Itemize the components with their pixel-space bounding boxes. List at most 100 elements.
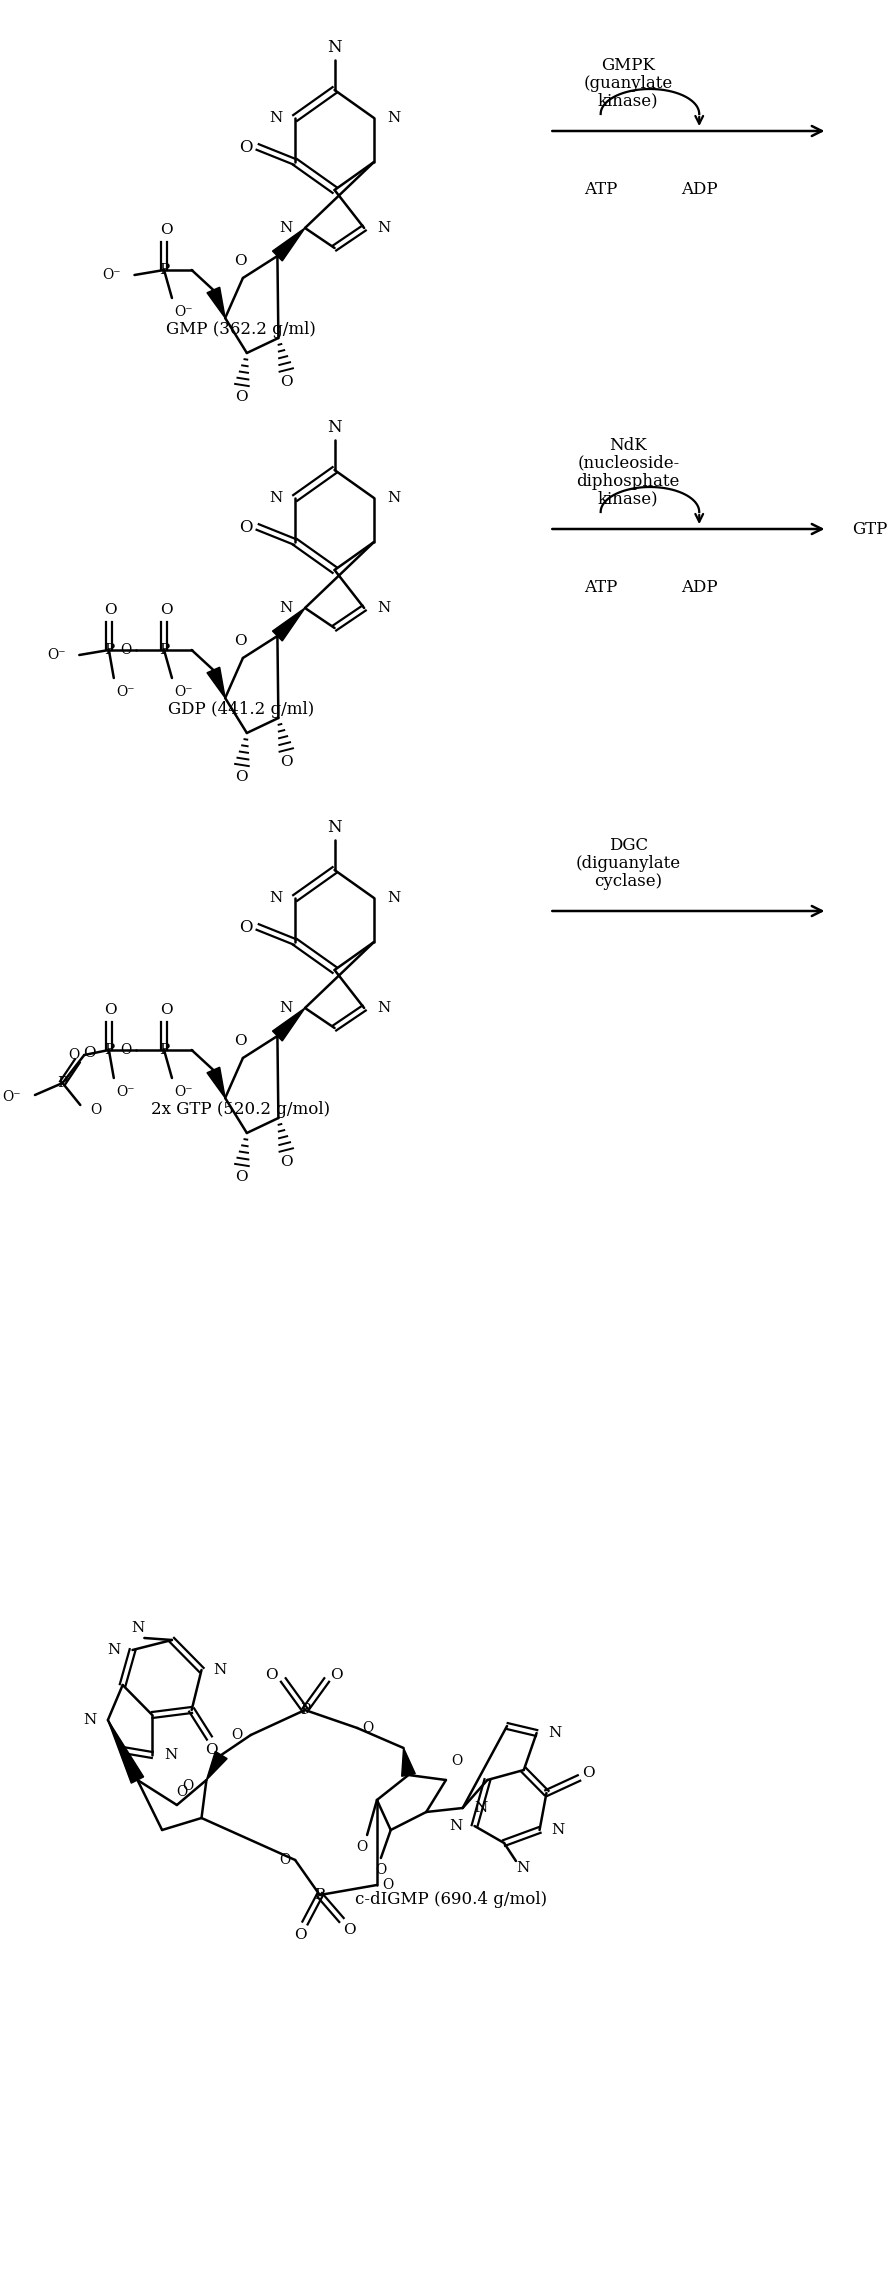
Text: P: P [314,1888,325,1902]
Text: O: O [105,1002,117,1016]
Text: O: O [82,1046,96,1060]
Text: O: O [582,1766,595,1780]
Text: O: O [159,603,172,617]
Text: c-dIGMP (690.4 g/mol): c-dIGMP (690.4 g/mol) [355,1893,547,1909]
Text: ATP: ATP [584,181,617,197]
Text: O: O [294,1927,306,1943]
Text: O: O [205,1743,218,1757]
Text: O⁻: O⁻ [174,686,193,700]
Text: N: N [387,110,400,124]
Text: O: O [182,1780,193,1794]
Text: O: O [265,1668,278,1682]
Text: kinase): kinase) [598,491,659,507]
Text: P: P [159,1044,169,1058]
Text: O⁻: O⁻ [174,305,193,319]
Text: P: P [300,1702,310,1716]
Text: O: O [177,1785,187,1798]
Text: cyclase): cyclase) [594,872,662,890]
Text: N: N [269,491,282,505]
Text: N: N [213,1663,227,1677]
Text: N: N [450,1819,462,1833]
Text: kinase): kinase) [598,92,659,110]
Text: O: O [239,138,253,156]
Text: N: N [327,39,342,57]
Text: O: O [235,633,247,647]
Text: N: N [377,220,390,234]
Polygon shape [207,1067,225,1099]
Text: O: O [331,1668,343,1682]
Text: O⁻: O⁻ [174,1085,193,1099]
Text: O: O [382,1879,393,1893]
Text: O: O [159,1002,172,1016]
Text: N: N [164,1748,177,1762]
Text: O: O [280,755,293,768]
Text: N: N [516,1860,530,1874]
Polygon shape [207,287,225,319]
Text: O: O [120,642,132,656]
Text: N: N [327,819,342,837]
Text: DGC: DGC [608,837,648,853]
Text: N: N [279,601,292,615]
Text: (diguanylate: (diguanylate [576,853,681,872]
Text: GDP (441.2 g/ml): GDP (441.2 g/ml) [168,702,314,718]
Text: N: N [551,1824,564,1837]
Text: O: O [239,518,253,535]
Text: O⁻: O⁻ [3,1090,22,1103]
Text: O: O [375,1863,386,1876]
Text: O: O [236,771,248,785]
Polygon shape [401,1748,415,1776]
Text: O: O [239,918,253,936]
Text: N: N [327,420,342,436]
Text: O: O [105,603,117,617]
Text: P: P [159,264,169,278]
Text: O⁻: O⁻ [116,1085,134,1099]
Text: ATP: ATP [584,578,617,596]
Polygon shape [206,1750,228,1780]
Text: N: N [377,601,390,615]
Text: GMPK: GMPK [601,57,655,73]
Polygon shape [272,608,305,640]
Text: O: O [343,1922,356,1936]
Text: P: P [57,1076,68,1090]
Text: N: N [279,220,292,234]
Text: O⁻: O⁻ [116,686,134,700]
Text: GTP: GTP [852,521,887,537]
Text: N: N [82,1714,96,1727]
Text: O: O [235,255,247,268]
Text: N: N [548,1725,562,1741]
Text: O: O [236,390,248,404]
Text: 2x GTP (520.2 g/mol): 2x GTP (520.2 g/mol) [151,1101,331,1119]
Text: P: P [104,642,114,656]
Text: O: O [357,1840,367,1854]
Text: N: N [377,1000,390,1014]
Text: O: O [280,1154,293,1170]
Text: ADP: ADP [681,578,718,596]
Text: O: O [120,1044,132,1058]
Text: O: O [236,1170,248,1184]
Text: NdK: NdK [609,436,647,454]
Text: O: O [280,374,293,390]
Text: ADP: ADP [681,181,718,197]
Text: P: P [159,642,169,656]
Text: P: P [104,1044,114,1058]
Text: O: O [159,223,172,236]
Text: O: O [235,1035,247,1048]
Text: O: O [451,1755,462,1769]
Text: O: O [279,1854,290,1867]
Text: O⁻: O⁻ [47,647,65,663]
Text: N: N [279,1000,292,1014]
Text: N: N [269,110,282,124]
Text: O: O [90,1103,101,1117]
Polygon shape [207,668,225,697]
Polygon shape [108,1720,143,1782]
Text: N: N [131,1622,144,1636]
Text: (nucleoside-: (nucleoside- [577,454,679,473]
Text: N: N [269,890,282,906]
Text: (guanylate: (guanylate [583,73,673,92]
Text: GMP (362.2 g/ml): GMP (362.2 g/ml) [166,321,316,340]
Text: O: O [68,1048,80,1062]
Text: N: N [108,1643,121,1656]
Polygon shape [272,227,305,262]
Text: diphosphate: diphosphate [577,473,680,489]
Text: O: O [232,1727,243,1741]
